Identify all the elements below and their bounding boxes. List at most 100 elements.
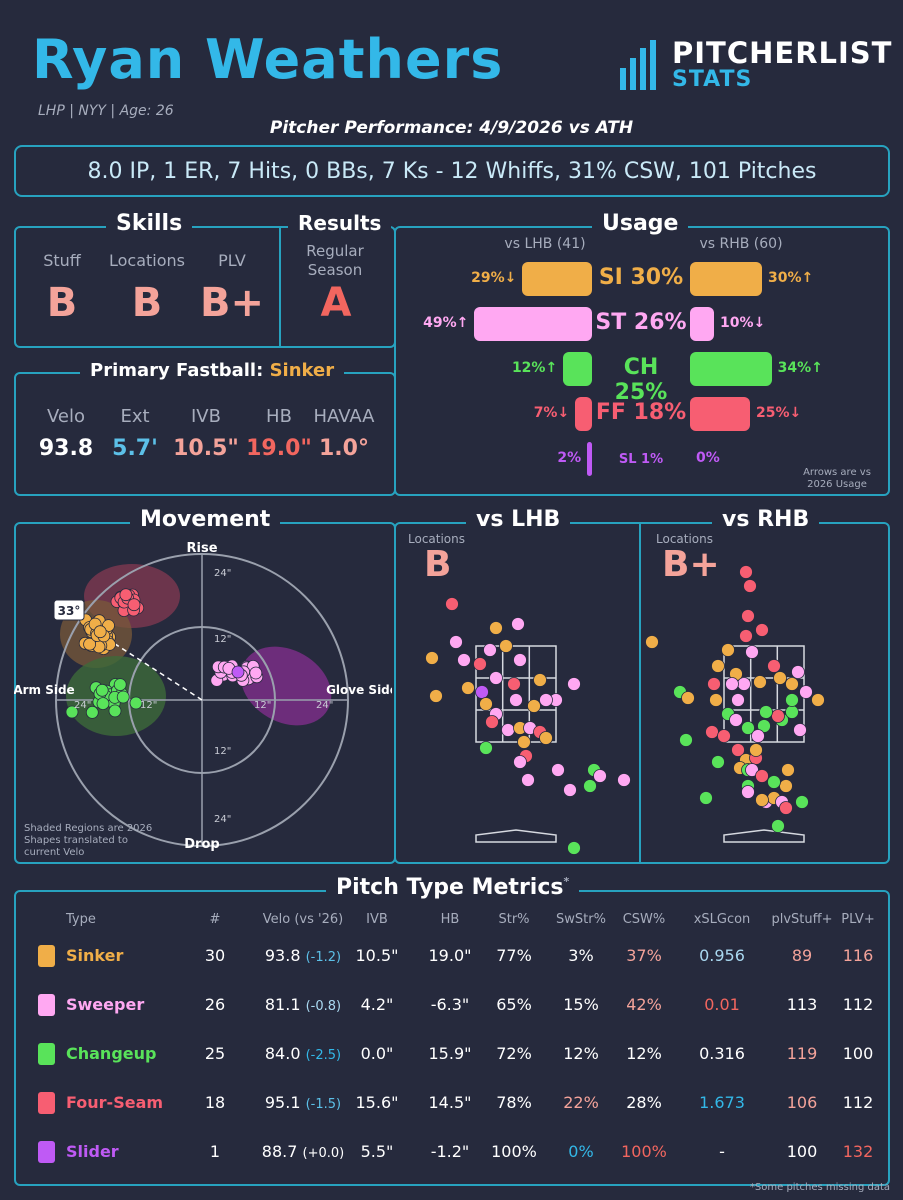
pitcher-subtitle: LHP | NYY | Age: 26 bbox=[38, 103, 174, 119]
rhb-location-dot-changeup bbox=[711, 755, 725, 769]
metrics-row-sweeper: Sweeper 26 81.1 (-0.8) 4.2" -6.3" 65% 15% 42% 0.… bbox=[20, 981, 890, 1029]
results-grade: A bbox=[320, 280, 352, 326]
rhb-location-dot-sweeper bbox=[745, 763, 759, 777]
rhb-location-dot-sinker bbox=[749, 743, 763, 757]
usage-pct-lhb-ff: 7%↓ bbox=[533, 405, 570, 421]
movement-dot-sinker bbox=[83, 637, 96, 651]
movement-title: Movement bbox=[130, 507, 281, 532]
ring-label-right-12: 12" bbox=[254, 700, 271, 711]
rhb-location-dot-sinker bbox=[781, 763, 795, 777]
locations-divider bbox=[639, 522, 641, 862]
rhb-location-dot-fourseam bbox=[779, 801, 793, 815]
lhb-location-dot-sweeper bbox=[489, 671, 503, 685]
metrics-velo-value: 88.7 bbox=[261, 1142, 303, 1161]
metrics-title: Pitch Type Metrics* bbox=[326, 875, 580, 900]
metrics-xslg: 0.01 bbox=[704, 995, 740, 1014]
ring-label-top-12: 12" bbox=[214, 634, 231, 645]
rhb-location-dot-sweeper bbox=[725, 677, 739, 691]
metrics-swatch-sweeper bbox=[38, 994, 55, 1016]
vs-rhb-location-chart bbox=[645, 565, 825, 843]
rhb-location-dot-fourseam bbox=[755, 623, 769, 637]
rhb-location-dot-sinker bbox=[785, 677, 799, 691]
usage-note: Arrows are vs 2026 Usage bbox=[803, 467, 871, 490]
metrics-type: Slider bbox=[66, 1142, 119, 1161]
usage-bar-lhb-sl bbox=[587, 442, 592, 476]
pitcherlist-logo-icon bbox=[620, 40, 656, 90]
rhb-location-dot-changeup bbox=[795, 795, 809, 809]
primary-fastball-panel bbox=[14, 372, 396, 496]
vs-lhb-location-chart bbox=[425, 597, 631, 855]
metrics-str: 65% bbox=[496, 995, 532, 1014]
movement-note: Shaded Regions are 2026 Shapes translate… bbox=[24, 823, 153, 858]
usage-lhb-label: vs LHB (41) bbox=[504, 236, 586, 252]
movement-dot-fourseam bbox=[119, 588, 133, 602]
metrics-str: 77% bbox=[496, 946, 532, 965]
rhb-location-dot-sweeper bbox=[729, 713, 743, 727]
metrics-str: 100% bbox=[491, 1142, 537, 1161]
vs-rhb-loc-label: Locations bbox=[656, 532, 714, 546]
metrics-velo-diff: (-1.5) bbox=[305, 1097, 342, 1112]
metrics-swstr: 22% bbox=[563, 1093, 599, 1112]
lhb-location-dot-fourseam bbox=[507, 677, 521, 691]
usage-bar-rhb-si bbox=[690, 262, 762, 296]
vs-rhb-grade: B+ bbox=[662, 544, 720, 585]
metrics-swatch-sinker bbox=[38, 945, 55, 967]
metrics-header-2: Velo (vs '26) bbox=[262, 912, 344, 927]
metrics-footnote: *Some pitches missing data bbox=[749, 1182, 890, 1193]
metrics-count: 30 bbox=[204, 946, 226, 965]
metrics-ivb: 0.0" bbox=[360, 1044, 394, 1063]
rhb-location-dot-fourseam bbox=[743, 579, 757, 593]
rhb-location-dot-sweeper bbox=[751, 729, 765, 743]
metrics-ivb: 4.2" bbox=[360, 995, 394, 1014]
movement-dot-changeup bbox=[65, 705, 79, 719]
usage-pct-rhb-sl: 0% bbox=[696, 450, 720, 466]
metrics-plv: 100 bbox=[842, 1044, 874, 1063]
rhb-location-dot-sinker bbox=[681, 691, 695, 705]
metrics-stuff: 113 bbox=[786, 995, 818, 1014]
rhb-location-dot-changeup bbox=[759, 705, 773, 719]
metrics-xslg: - bbox=[719, 1142, 725, 1161]
metrics-velo: 84.0 (-2.5) bbox=[248, 1030, 358, 1078]
metrics-swatch-slider bbox=[38, 1141, 55, 1163]
usage-pct-rhb-si: 30%↑ bbox=[768, 270, 814, 286]
primary-fastball-prefix: Primary Fastball: bbox=[90, 360, 264, 381]
vs-lhb-title: vs LHB bbox=[466, 507, 571, 532]
lhb-location-dot-sinker bbox=[461, 681, 475, 695]
usage-bar-rhb-ch bbox=[690, 352, 772, 386]
rhb-location-dot-sweeper bbox=[737, 677, 751, 691]
metrics-str: 72% bbox=[496, 1044, 532, 1063]
usage-label-sl: SL 1% bbox=[618, 452, 664, 467]
metrics-velo-value: 95.1 bbox=[264, 1093, 306, 1112]
rhb-location-dot-fourseam bbox=[739, 565, 753, 579]
fastball-label-velo: Velo bbox=[46, 406, 85, 427]
lhb-location-dot-sinker bbox=[539, 731, 553, 745]
rhb-location-dot-sweeper bbox=[799, 685, 813, 699]
lhb-location-dot-sweeper bbox=[521, 773, 535, 787]
usage-pct-rhb-ch: 34%↑ bbox=[777, 360, 823, 376]
fastball-label-ext: Ext bbox=[120, 406, 150, 427]
ring-label-bottom-24: 24" bbox=[214, 814, 231, 825]
usage-bar-rhb-ff bbox=[690, 397, 750, 431]
metrics-velo-value: 81.1 bbox=[264, 995, 306, 1014]
metrics-xslg: 1.673 bbox=[699, 1093, 745, 1112]
fastball-value-velo: 93.8 bbox=[38, 436, 94, 461]
lhb-location-dot-changeup bbox=[567, 841, 581, 855]
metrics-velo: 88.7 (+0.0) bbox=[248, 1128, 358, 1176]
arm-angle-box bbox=[53, 599, 85, 621]
metrics-stuff: 89 bbox=[791, 946, 813, 965]
metrics-csw: 28% bbox=[626, 1093, 662, 1112]
vs-rhb-title: vs RHB bbox=[712, 507, 820, 532]
lhb-location-dot-sweeper bbox=[539, 693, 553, 707]
metrics-row-sinker: Sinker 30 93.8 (-1.2) 10.5" 19.0" 77% 3% 37% 0.9… bbox=[20, 932, 890, 980]
usage-pct-rhb-st: 10%↓ bbox=[720, 315, 766, 331]
skills-divider bbox=[279, 226, 281, 346]
movement-rise-label: Rise bbox=[186, 541, 217, 556]
movement-drop-label: Drop bbox=[184, 837, 219, 852]
movement-chart: Rise Drop Arm Side Glove Side 24" 12" 12… bbox=[14, 541, 392, 852]
skill-label-locations: Locations bbox=[108, 251, 185, 270]
metrics-stuff: 119 bbox=[786, 1044, 818, 1063]
ring-label-bottom-12: 12" bbox=[214, 746, 231, 757]
metrics-velo-diff: (-1.2) bbox=[305, 950, 342, 965]
lhb-location-dot-slider bbox=[475, 685, 489, 699]
rhb-location-dot-changeup bbox=[767, 775, 781, 789]
